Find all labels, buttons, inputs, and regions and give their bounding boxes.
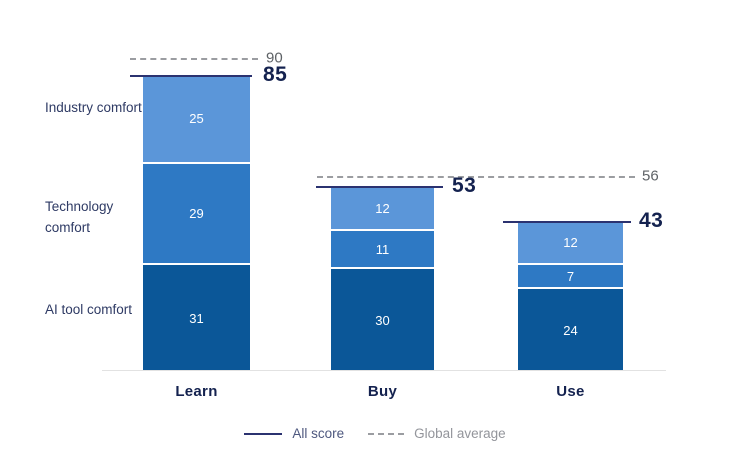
all-score-value-learn: 85: [263, 63, 288, 86]
all-score-line-use: [503, 221, 631, 223]
segment-learn-technology-comfort: 29: [143, 162, 250, 263]
x-label-use: Use: [556, 383, 585, 400]
segment-value: 7: [566, 268, 575, 284]
chart-legend: All score Global average: [0, 426, 750, 441]
bar-buy: 12 11 30: [331, 187, 434, 371]
global-average-line-learn: [130, 58, 258, 60]
all-score-legend-label: All score: [292, 426, 345, 441]
all-score-legend-swatch: [244, 432, 283, 435]
segment-value: 30: [375, 312, 390, 328]
x-label-learn: Learn: [175, 383, 218, 400]
segment-learn-ai-tool-comfort: 31: [143, 263, 250, 371]
segment-value: 12: [563, 234, 578, 250]
segment-value: 11: [375, 241, 390, 257]
row-label-ai-tool-comfort: AI tool comfort: [45, 302, 133, 317]
global-average-value-learn: 90: [266, 49, 283, 67]
x-axis-baseline: [102, 370, 666, 371]
all-score-line-buy: [316, 186, 443, 188]
segment-buy-technology-comfort: 11: [331, 229, 434, 267]
segment-use-technology-comfort: 7: [518, 263, 623, 287]
segment-use-industry-comfort: 12: [518, 221, 623, 263]
x-label-buy: Buy: [367, 383, 398, 400]
segment-value: 29: [189, 206, 204, 221]
segment-value: 25: [189, 111, 204, 126]
segment-learn-industry-comfort: 25: [143, 75, 250, 162]
bar-use: 12 7 24: [518, 221, 623, 371]
row-label-technology-comfort: Technology comfort: [45, 199, 114, 235]
segment-value: 12: [375, 200, 390, 216]
segment-buy-industry-comfort: 12: [331, 187, 434, 229]
segment-use-ai-tool-comfort: 24: [518, 287, 623, 371]
bar-learn: 25 29 31: [143, 75, 250, 371]
segment-value: 31: [189, 310, 204, 326]
all-score-value-buy: 53: [452, 174, 477, 197]
global-average-legend-swatch: [368, 432, 405, 435]
global-average-legend-label: Global average: [414, 426, 506, 441]
global-average-value-buy: 56: [642, 167, 659, 185]
row-label-industry-comfort: Industry comfort: [45, 100, 142, 115]
all-score-value-use: 43: [639, 209, 664, 232]
global-average-line-buy: [317, 176, 635, 178]
segment-value: 24: [563, 322, 578, 338]
all-score-line-learn: [130, 75, 252, 77]
segment-buy-ai-tool-comfort: 30: [331, 267, 434, 371]
